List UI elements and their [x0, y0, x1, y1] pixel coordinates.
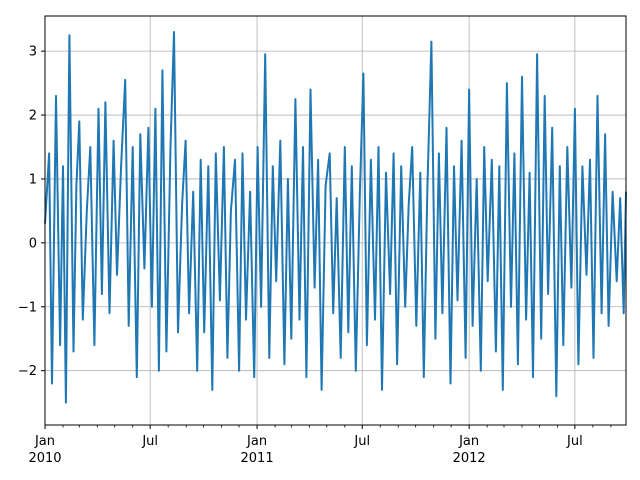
y-tick-label: −1: [18, 300, 37, 315]
plot-area-frame: [44, 15, 627, 426]
y-tick-label: 0: [29, 236, 37, 251]
y-axis: 3 2 1 0 −1 −2: [18, 45, 45, 379]
y-tick-label: 3: [29, 45, 37, 60]
x-tick-year-label: 2012: [453, 451, 486, 466]
y-tick-label: 2: [29, 109, 37, 124]
x-tick-label: Jul: [141, 434, 158, 449]
x-tick-year-label: 2010: [28, 451, 61, 466]
x-tick-label: Jan: [34, 434, 55, 449]
x-tick-year-label: 2011: [241, 451, 274, 466]
x-tick-label: Jul: [566, 434, 583, 449]
x-axis: Jan 2010 Jul Jan 2011 Jul Jan 2012 Jul: [28, 425, 612, 466]
x-tick-label: Jan: [458, 434, 479, 449]
y-tick-label: −2: [18, 364, 37, 379]
y-tick-label: 1: [29, 172, 37, 187]
x-tick-label: Jan: [246, 434, 267, 449]
x-tick-label: Jul: [353, 434, 370, 449]
series-line: [44, 31, 627, 404]
